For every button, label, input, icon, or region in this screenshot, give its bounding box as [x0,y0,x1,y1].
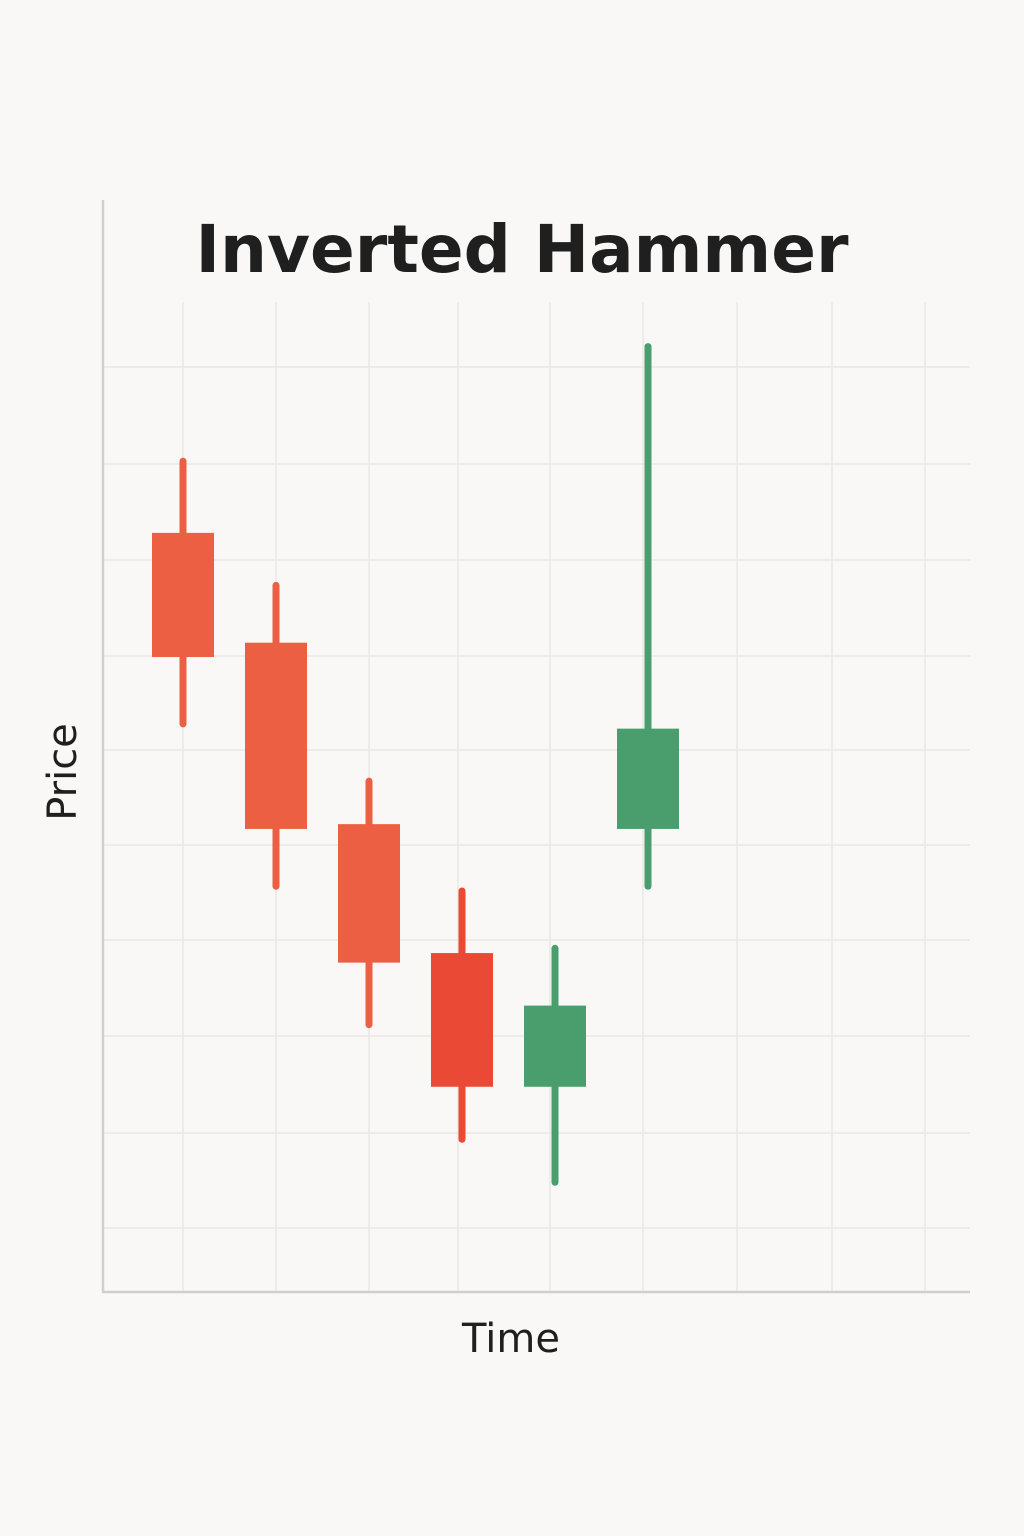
candles [152,343,679,1186]
y-axis-label: Price [40,723,86,821]
candle-4 [431,887,493,1143]
chart-title: Inverted Hammer [195,211,848,288]
x-axis-label: Time [461,1316,560,1362]
candle-3-body [338,824,400,963]
candle-4-body [431,953,493,1087]
candle-1-body [152,532,214,658]
candle-3 [338,777,400,1029]
candle-6 [617,343,679,890]
candle-1 [152,457,214,728]
candle-5 [524,944,586,1186]
axes [101,200,970,1294]
candle-6-body [617,728,679,829]
candle-2-body [245,642,307,829]
candle-2 [245,581,307,890]
candle-5-body [524,1005,586,1087]
grid [103,302,970,1292]
